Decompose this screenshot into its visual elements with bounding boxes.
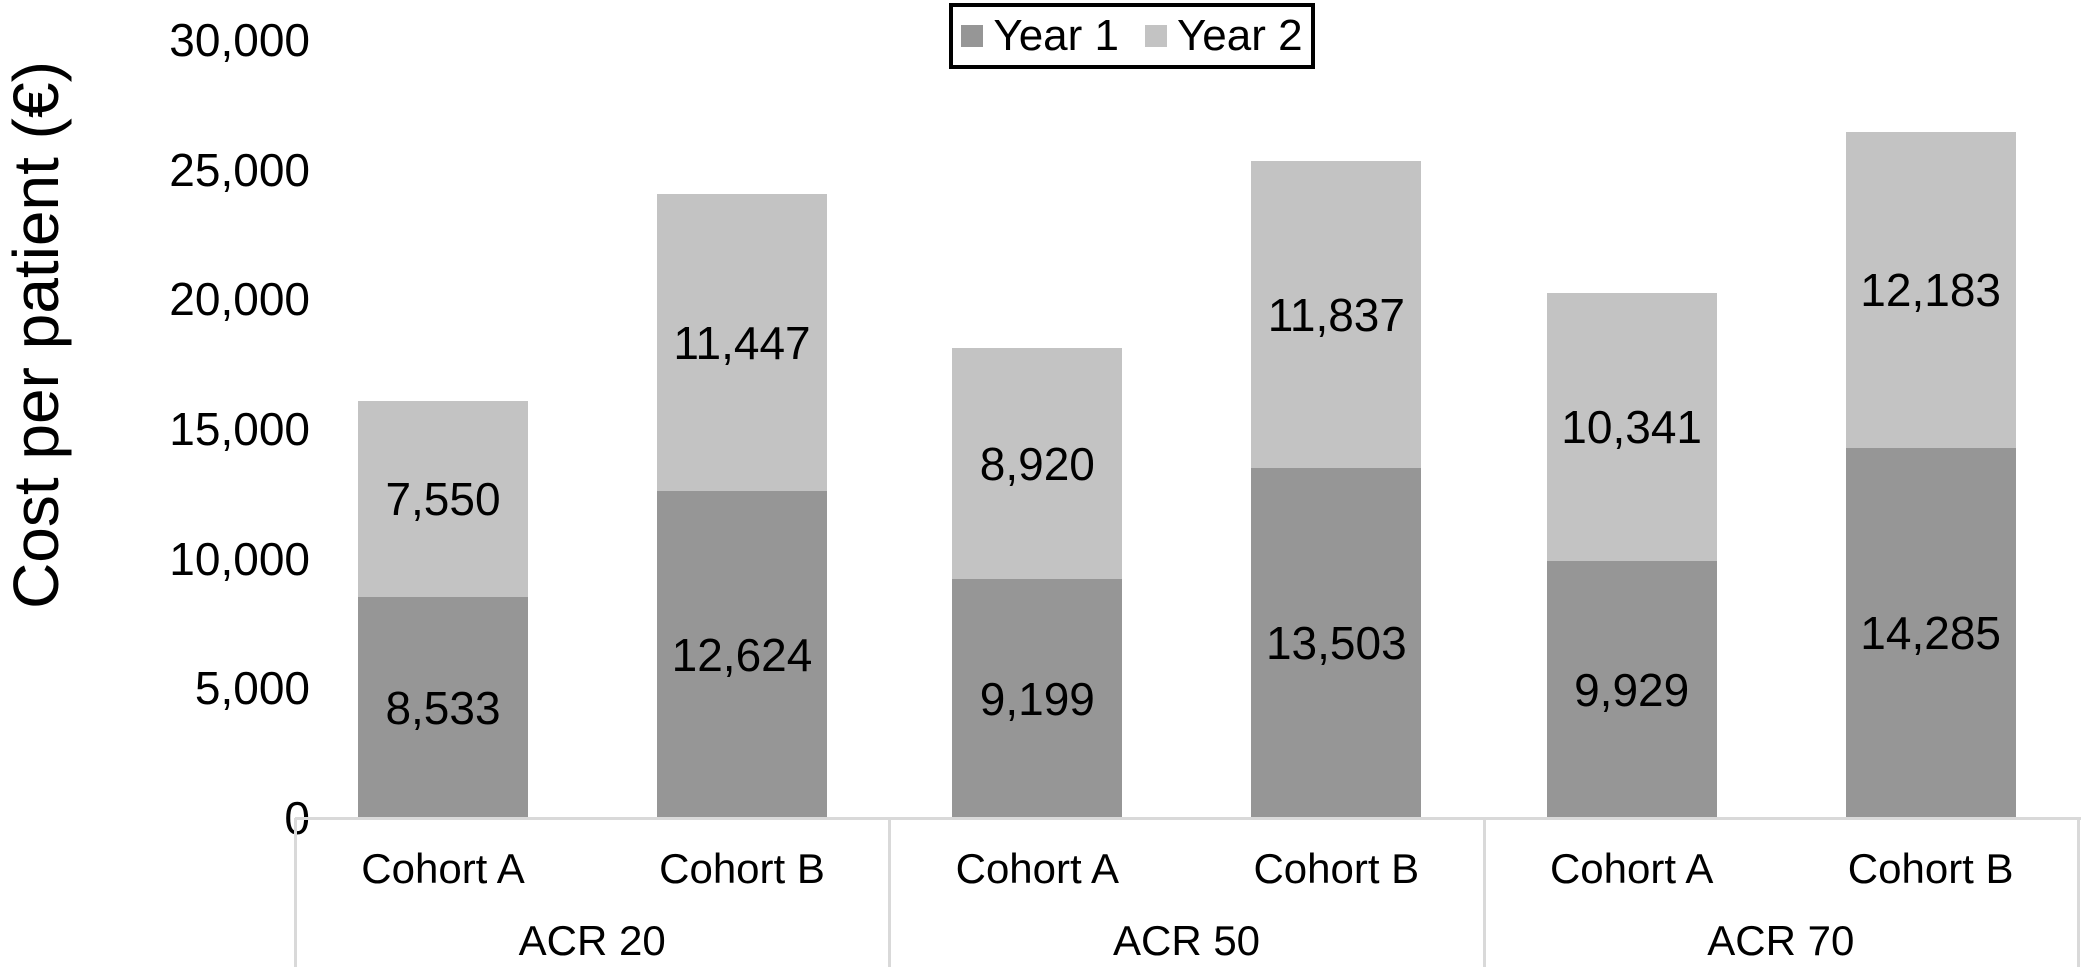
x-category-label: Cohort B [659, 845, 825, 892]
x-group-label: ACR 50 [1112, 917, 1261, 964]
bar-segment-year2: 7,550 [358, 401, 528, 597]
bar-segment-year1: 14,285 [1845, 448, 2016, 818]
legend-item-year1: Year 1 [961, 14, 1119, 58]
legend-label-year2: Year 2 [1177, 11, 1303, 60]
bar-value-label: 11,447 [673, 316, 811, 369]
bar-value-label: 9,929 [1574, 663, 1690, 716]
axis-divider [1482, 818, 1486, 967]
bar-segment-year1: 12,624 [657, 491, 827, 818]
bar-segment-year2: 12,183 [1845, 132, 2016, 448]
axis-divider [294, 818, 297, 967]
x-group-label: ACR 20 [518, 917, 666, 964]
bar-segment-year2: 11,837 [1251, 161, 1422, 468]
x-category-label: Cohort A [955, 845, 1120, 892]
bar-segment-year1: 8,533 [358, 597, 528, 818]
bar-value-label: 8,920 [979, 437, 1095, 490]
y-tick-label: 5,000 [194, 662, 310, 715]
x-category-label: Cohort A [361, 845, 525, 892]
bar-value-label: 14,285 [1860, 607, 2001, 659]
y-tick-label: 25,000 [169, 143, 310, 196]
x-axis-line [295, 817, 2081, 820]
legend-label-year1: Year 1 [993, 11, 1119, 60]
y-tick-label: 30,000 [169, 14, 310, 66]
legend-item-year2: Year 2 [1145, 14, 1303, 58]
bar-value-label: 11,837 [1267, 288, 1405, 341]
bar-value-label: 10,341 [1561, 401, 1702, 453]
bar-segment-year1: 13,503 [1251, 468, 1422, 818]
x-category-label: Cohort A [1549, 845, 1714, 892]
x-category-label: Cohort B [1253, 845, 1420, 892]
bar-segment-year2: 11,447 [657, 194, 827, 491]
bar-value-label: 7,550 [385, 473, 501, 525]
bar-segment-year1: 9,199 [952, 579, 1123, 818]
bar-segment-year2: 10,341 [1546, 293, 1717, 561]
bar-segment-year1: 9,929 [1546, 561, 1717, 818]
bar-value-label: 12,624 [671, 628, 813, 681]
y-tick-label: 15,000 [169, 403, 310, 455]
bar-segment-year2: 8,920 [952, 348, 1123, 579]
bar-value-label: 9,199 [979, 672, 1095, 725]
y-axis-tick-labels: 30,000 25,000 20,000 15,000 10,000 5,000 0 [0, 0, 310, 967]
axis-divider [2077, 818, 2080, 967]
y-tick-label: 20,000 [169, 273, 310, 326]
x-category-label: Cohort B [1847, 845, 2014, 892]
legend: Year 1 Year 2 [949, 3, 1315, 69]
bar-value-label: 12,183 [1860, 264, 2001, 316]
y-tick-label: 10,000 [169, 532, 310, 585]
year1-swatch-icon [961, 25, 984, 47]
year2-swatch-icon [1145, 25, 1167, 47]
x-group-label: ACR 70 [1707, 917, 1855, 964]
bar-value-label: 8,533 [385, 681, 501, 734]
bar-value-label: 13,503 [1265, 617, 1407, 669]
axis-divider [888, 818, 892, 967]
